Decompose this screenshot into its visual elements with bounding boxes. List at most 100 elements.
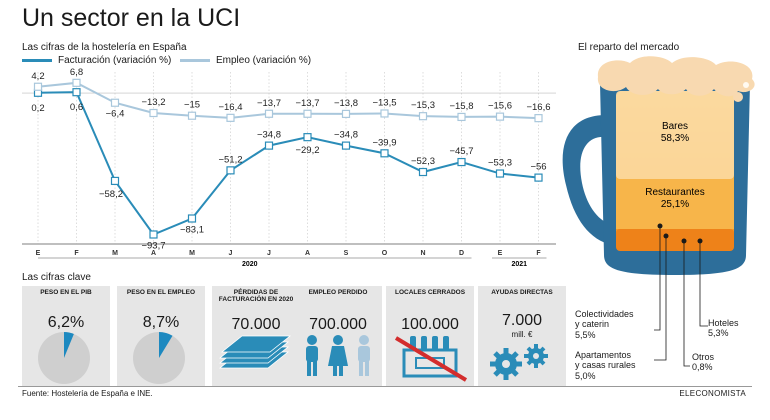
point-facturacion (110, 176, 120, 186)
x-tick-label: F (536, 250, 541, 257)
x-tick-label: E (498, 250, 503, 257)
point-facturacion (226, 166, 235, 175)
point-facturacion (457, 157, 466, 167)
point-empleo (110, 98, 120, 107)
stat-peso-empleo: Peso en el empleo 8,7% (117, 286, 205, 386)
data-label-empleo: 6,8 (70, 67, 83, 78)
segment-bares (616, 91, 734, 179)
callout-colectividades-value: 5,5% (575, 329, 596, 340)
callout-hoteles: Hoteles 5,3% (708, 318, 739, 339)
point-facturacion (534, 173, 543, 182)
x-tick-label: M (112, 250, 118, 257)
callout-apartamentos-line2: y casas rurales (575, 360, 636, 371)
pie-slice (159, 332, 173, 358)
pie-icon (133, 332, 185, 384)
data-label-facturacion: −51,2 (218, 154, 242, 165)
year-label-2020: 2020 (242, 261, 258, 268)
x-tick-label: N (420, 250, 425, 257)
callout-lines (654, 226, 708, 367)
data-label-facturacion: −39,9 (372, 137, 396, 148)
stat-value: 6,2% (47, 314, 85, 331)
point-empleo (380, 109, 389, 118)
data-label-empleo: −15,3 (411, 100, 435, 111)
line-chart: E F M A M J J A S O N D E F 2020 2021 0,2 0,6 −58,2 −93,7 −8… (22, 67, 556, 268)
x-tick-label: M (189, 250, 195, 257)
callout-otros-value: 0,8% (692, 362, 713, 373)
x-tick-label: A (305, 250, 310, 257)
legend-label-facturacion: Facturación (variación %) (58, 55, 172, 66)
x-tick-label: D (459, 250, 464, 257)
stat-value: 700.000 (309, 316, 367, 333)
label-restaurantes: Restaurantes (645, 187, 704, 198)
stat-value: 100.000 (401, 316, 459, 333)
segment-restaurantes (616, 179, 734, 229)
point-empleo (457, 112, 466, 122)
market-title: El reparto del mercado (578, 42, 680, 53)
stat-locales-cerrados: Locales cerrados 100.000 (386, 286, 474, 386)
people-icon (306, 335, 370, 376)
bottle-crate-icon (394, 336, 468, 382)
chart-subtitle: Las cifras de la hostelería en España (22, 42, 187, 53)
data-label-facturacion: 0,2 (31, 103, 44, 114)
point-empleo (187, 111, 197, 120)
point-facturacion (264, 141, 274, 150)
legend-swatch-facturacion (22, 59, 52, 62)
stat-ayudas: Ayudas directas 7.000 mill. € (478, 286, 566, 386)
data-label-empleo: −13,7 (257, 98, 281, 109)
publisher-name: ELECONOMISTA (679, 389, 746, 398)
point-facturacion (495, 169, 505, 178)
point-empleo (264, 109, 274, 118)
callout-apartamentos-value: 5,0% (575, 370, 596, 381)
callout-otros-name: Otros (692, 352, 715, 362)
data-label-empleo: −16,4 (218, 102, 242, 113)
legend-swatch-empleo (180, 59, 210, 62)
stat-label: Locales cerrados (394, 289, 466, 296)
callout-hoteles-name: Hoteles (708, 318, 739, 328)
data-label-facturacion: 0,6 (70, 102, 83, 113)
data-label-empleo: 4,2 (31, 71, 44, 82)
callout-hoteles-value: 5,3% (708, 328, 729, 339)
stat-peso-pib: Peso en el PIB 6,2% (22, 286, 110, 386)
data-label-facturacion: −45,7 (449, 146, 473, 157)
data-label-facturacion: −58,2 (99, 189, 123, 200)
callout-apartamentos: Apartamentos y casas rurales 5,0% (575, 350, 636, 381)
banknotes-icon (218, 335, 292, 369)
data-label-empleo: −15 (184, 100, 200, 111)
data-label-facturacion: −29,2 (295, 145, 319, 156)
callout-otros: Otros 0,8% (692, 352, 714, 373)
source-note: Fuente: Hostelería de España e INE. (22, 389, 153, 398)
stat-perdidas: Pérdidas de facturación en 2020 70.000 (212, 286, 300, 386)
callout-colectividades-line1: Colectividades (575, 309, 634, 319)
data-label-empleo: −15,6 (488, 101, 512, 112)
footer-divider (18, 386, 752, 387)
page-title: Un sector en la UCI (22, 4, 241, 32)
point-facturacion (149, 230, 158, 239)
point-empleo (303, 109, 312, 118)
data-label-facturacion: −34,8 (257, 130, 281, 141)
point-facturacion (187, 214, 197, 223)
series-line-empleo (37, 81, 539, 120)
stat-label: Peso en el empleo (126, 289, 196, 296)
point-empleo (33, 82, 43, 91)
gears-icon (490, 344, 548, 380)
label-bares: Bares (662, 121, 688, 132)
data-label-facturacion: −93,7 (141, 240, 165, 251)
data-label-empleo: −13,5 (372, 97, 396, 108)
beer-mug-chart: Bares 58,3% Restaurantes 25,1% (562, 56, 755, 275)
value-restaurantes: 25,1% (661, 199, 689, 210)
x-tick-label: S (344, 250, 349, 257)
pie-icon (38, 332, 90, 384)
data-label-facturacion: −56 (530, 162, 546, 173)
value-bares: 58,3% (661, 133, 689, 144)
x-tick-label: J (267, 250, 271, 257)
x-tick-label: O (382, 250, 388, 257)
data-label-empleo: −15,8 (449, 101, 473, 112)
foam-drop (733, 92, 743, 102)
pie-slice (64, 332, 74, 358)
point-empleo (341, 109, 351, 119)
data-label-facturacion: −53,3 (488, 158, 512, 169)
x-tick-label: E (36, 250, 41, 257)
point-empleo (72, 78, 81, 87)
point-facturacion (72, 88, 81, 97)
point-facturacion (380, 149, 389, 158)
